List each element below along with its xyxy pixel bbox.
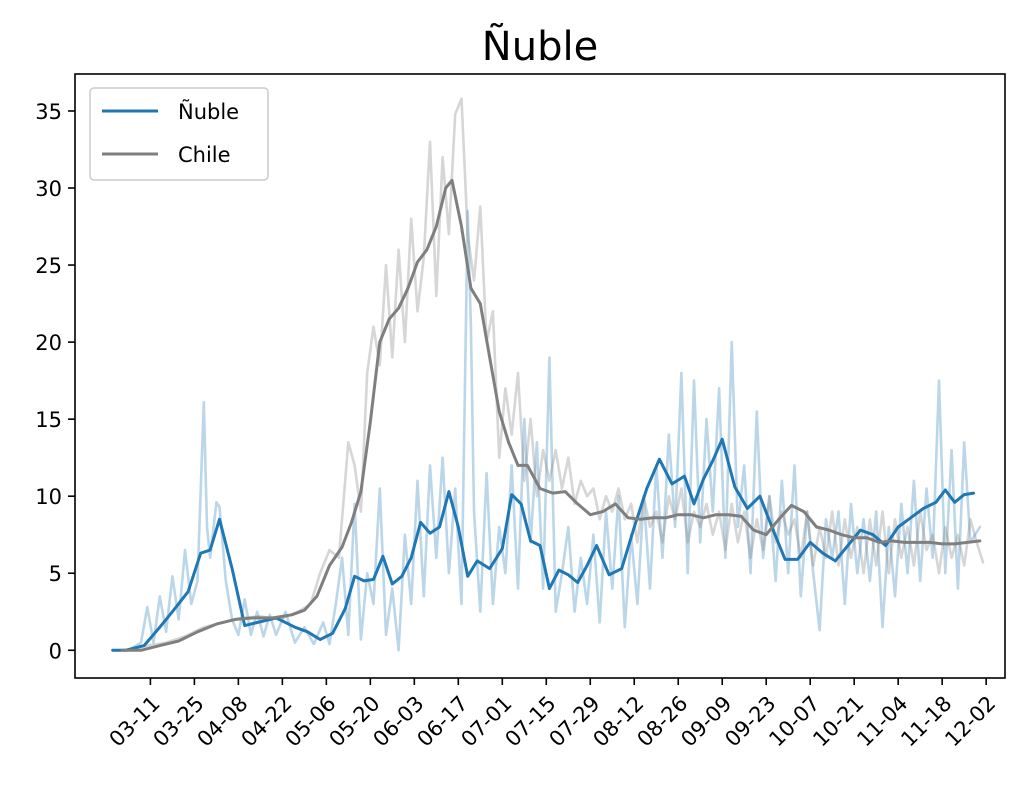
legend: Ñuble Chile bbox=[89, 87, 269, 181]
legend-label-chile: Chile bbox=[178, 143, 231, 167]
raw-series-layer bbox=[111, 97, 985, 652]
y-tick-label: 30 bbox=[35, 177, 62, 201]
plot-frame bbox=[74, 73, 1006, 679]
y-tick-label: 25 bbox=[35, 254, 62, 278]
smoothed-series-layer bbox=[111, 178, 982, 652]
y-tick-label: 5 bbox=[49, 562, 62, 586]
y-tick-label: 15 bbox=[35, 408, 62, 432]
y-tick-label: 20 bbox=[35, 331, 62, 355]
y-axis: 0 5 10 15 20 25 30 35 bbox=[35, 100, 75, 663]
chart-title: Ñuble bbox=[482, 22, 598, 70]
series-line-chile bbox=[120, 178, 982, 652]
y-tick-label: 10 bbox=[35, 485, 62, 509]
series-line-nuble bbox=[111, 437, 976, 652]
series-line-nuble-daily bbox=[111, 209, 982, 652]
y-tick-label: 35 bbox=[35, 100, 62, 124]
series-line-chile-daily bbox=[127, 97, 985, 652]
y-tick-label: 0 bbox=[49, 639, 62, 663]
legend-label-nuble: Ñuble bbox=[178, 98, 239, 124]
